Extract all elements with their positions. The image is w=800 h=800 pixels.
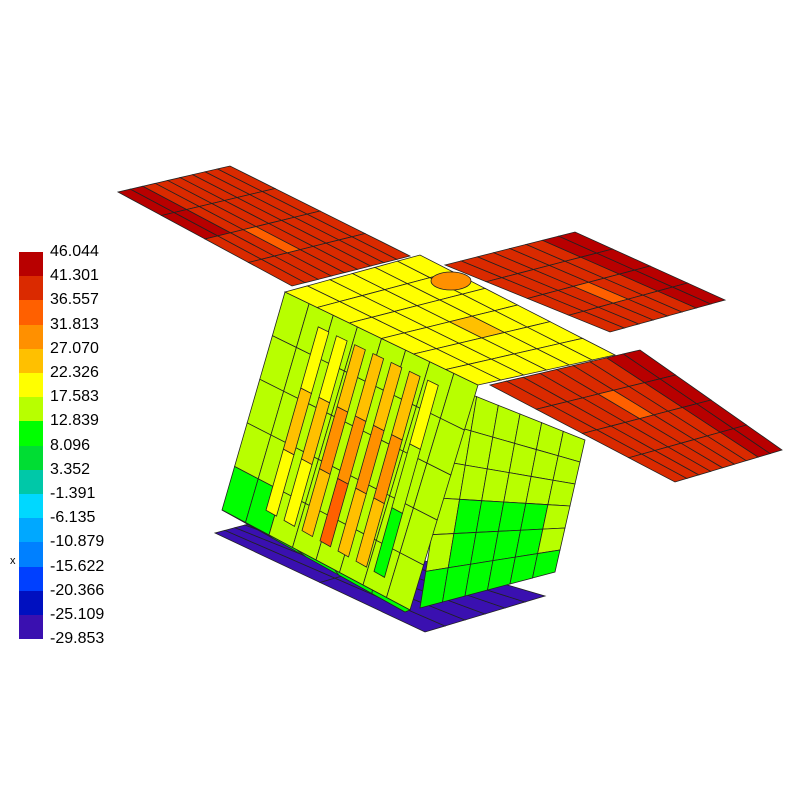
legend-band bbox=[19, 566, 43, 591]
side-face-cell bbox=[531, 549, 561, 579]
right-rear-solar-panel-cell bbox=[671, 282, 727, 305]
interior-shelf bbox=[336, 344, 366, 413]
axis-label: x bbox=[10, 555, 16, 567]
legend-label: 3.352 bbox=[50, 460, 91, 478]
interior-shelf bbox=[391, 370, 421, 441]
antenna-disc bbox=[430, 271, 472, 291]
right-front-solar-panel-cell bbox=[732, 424, 783, 454]
legend-band bbox=[19, 252, 43, 277]
legend-label: 17.583 bbox=[50, 388, 99, 406]
left-solar-panel-cell bbox=[350, 233, 412, 260]
legend-label: 8.096 bbox=[50, 436, 91, 454]
legend-label: -25.109 bbox=[50, 606, 105, 623]
legend-band bbox=[19, 518, 43, 543]
side-face-cell bbox=[547, 479, 576, 507]
legend-band bbox=[19, 445, 43, 470]
legend-label: -29.853 bbox=[50, 630, 105, 648]
legend-band bbox=[19, 373, 43, 398]
side-face-cell bbox=[542, 504, 571, 530]
top-face-cell bbox=[558, 337, 617, 361]
legend-label: -1.391 bbox=[50, 485, 96, 502]
legend-band bbox=[19, 542, 43, 567]
legend-label: 36.557 bbox=[50, 291, 99, 309]
legend-label: 27.070 bbox=[50, 339, 99, 357]
legend-label: 12.839 bbox=[50, 412, 99, 430]
legend-band bbox=[19, 397, 43, 422]
interior-shelf bbox=[354, 352, 385, 422]
legend-band bbox=[19, 276, 43, 301]
legend-band bbox=[19, 590, 43, 615]
legend-label: 46.044 bbox=[50, 243, 99, 260]
legend-band bbox=[19, 324, 43, 349]
legend-band bbox=[19, 615, 43, 640]
interior-shelf bbox=[318, 335, 348, 404]
legend-band bbox=[19, 469, 43, 494]
legend-label: -6.135 bbox=[50, 509, 96, 527]
bottom-frame-cell bbox=[371, 589, 411, 613]
legend-band bbox=[19, 494, 43, 519]
legend-label: 41.301 bbox=[50, 267, 99, 285]
legend-band bbox=[19, 421, 43, 446]
legend-label: -10.879 bbox=[50, 533, 105, 551]
legend-label: 22.326 bbox=[50, 364, 99, 381]
interior-shelf bbox=[409, 379, 439, 450]
legend-band bbox=[19, 300, 43, 325]
legend-label: 31.813 bbox=[50, 315, 99, 333]
interior-shelf bbox=[300, 326, 330, 395]
interior-shelf bbox=[372, 361, 403, 432]
legend-label: -20.366 bbox=[50, 581, 105, 599]
legend-label: -15.622 bbox=[50, 557, 105, 575]
legend-band bbox=[19, 348, 43, 373]
